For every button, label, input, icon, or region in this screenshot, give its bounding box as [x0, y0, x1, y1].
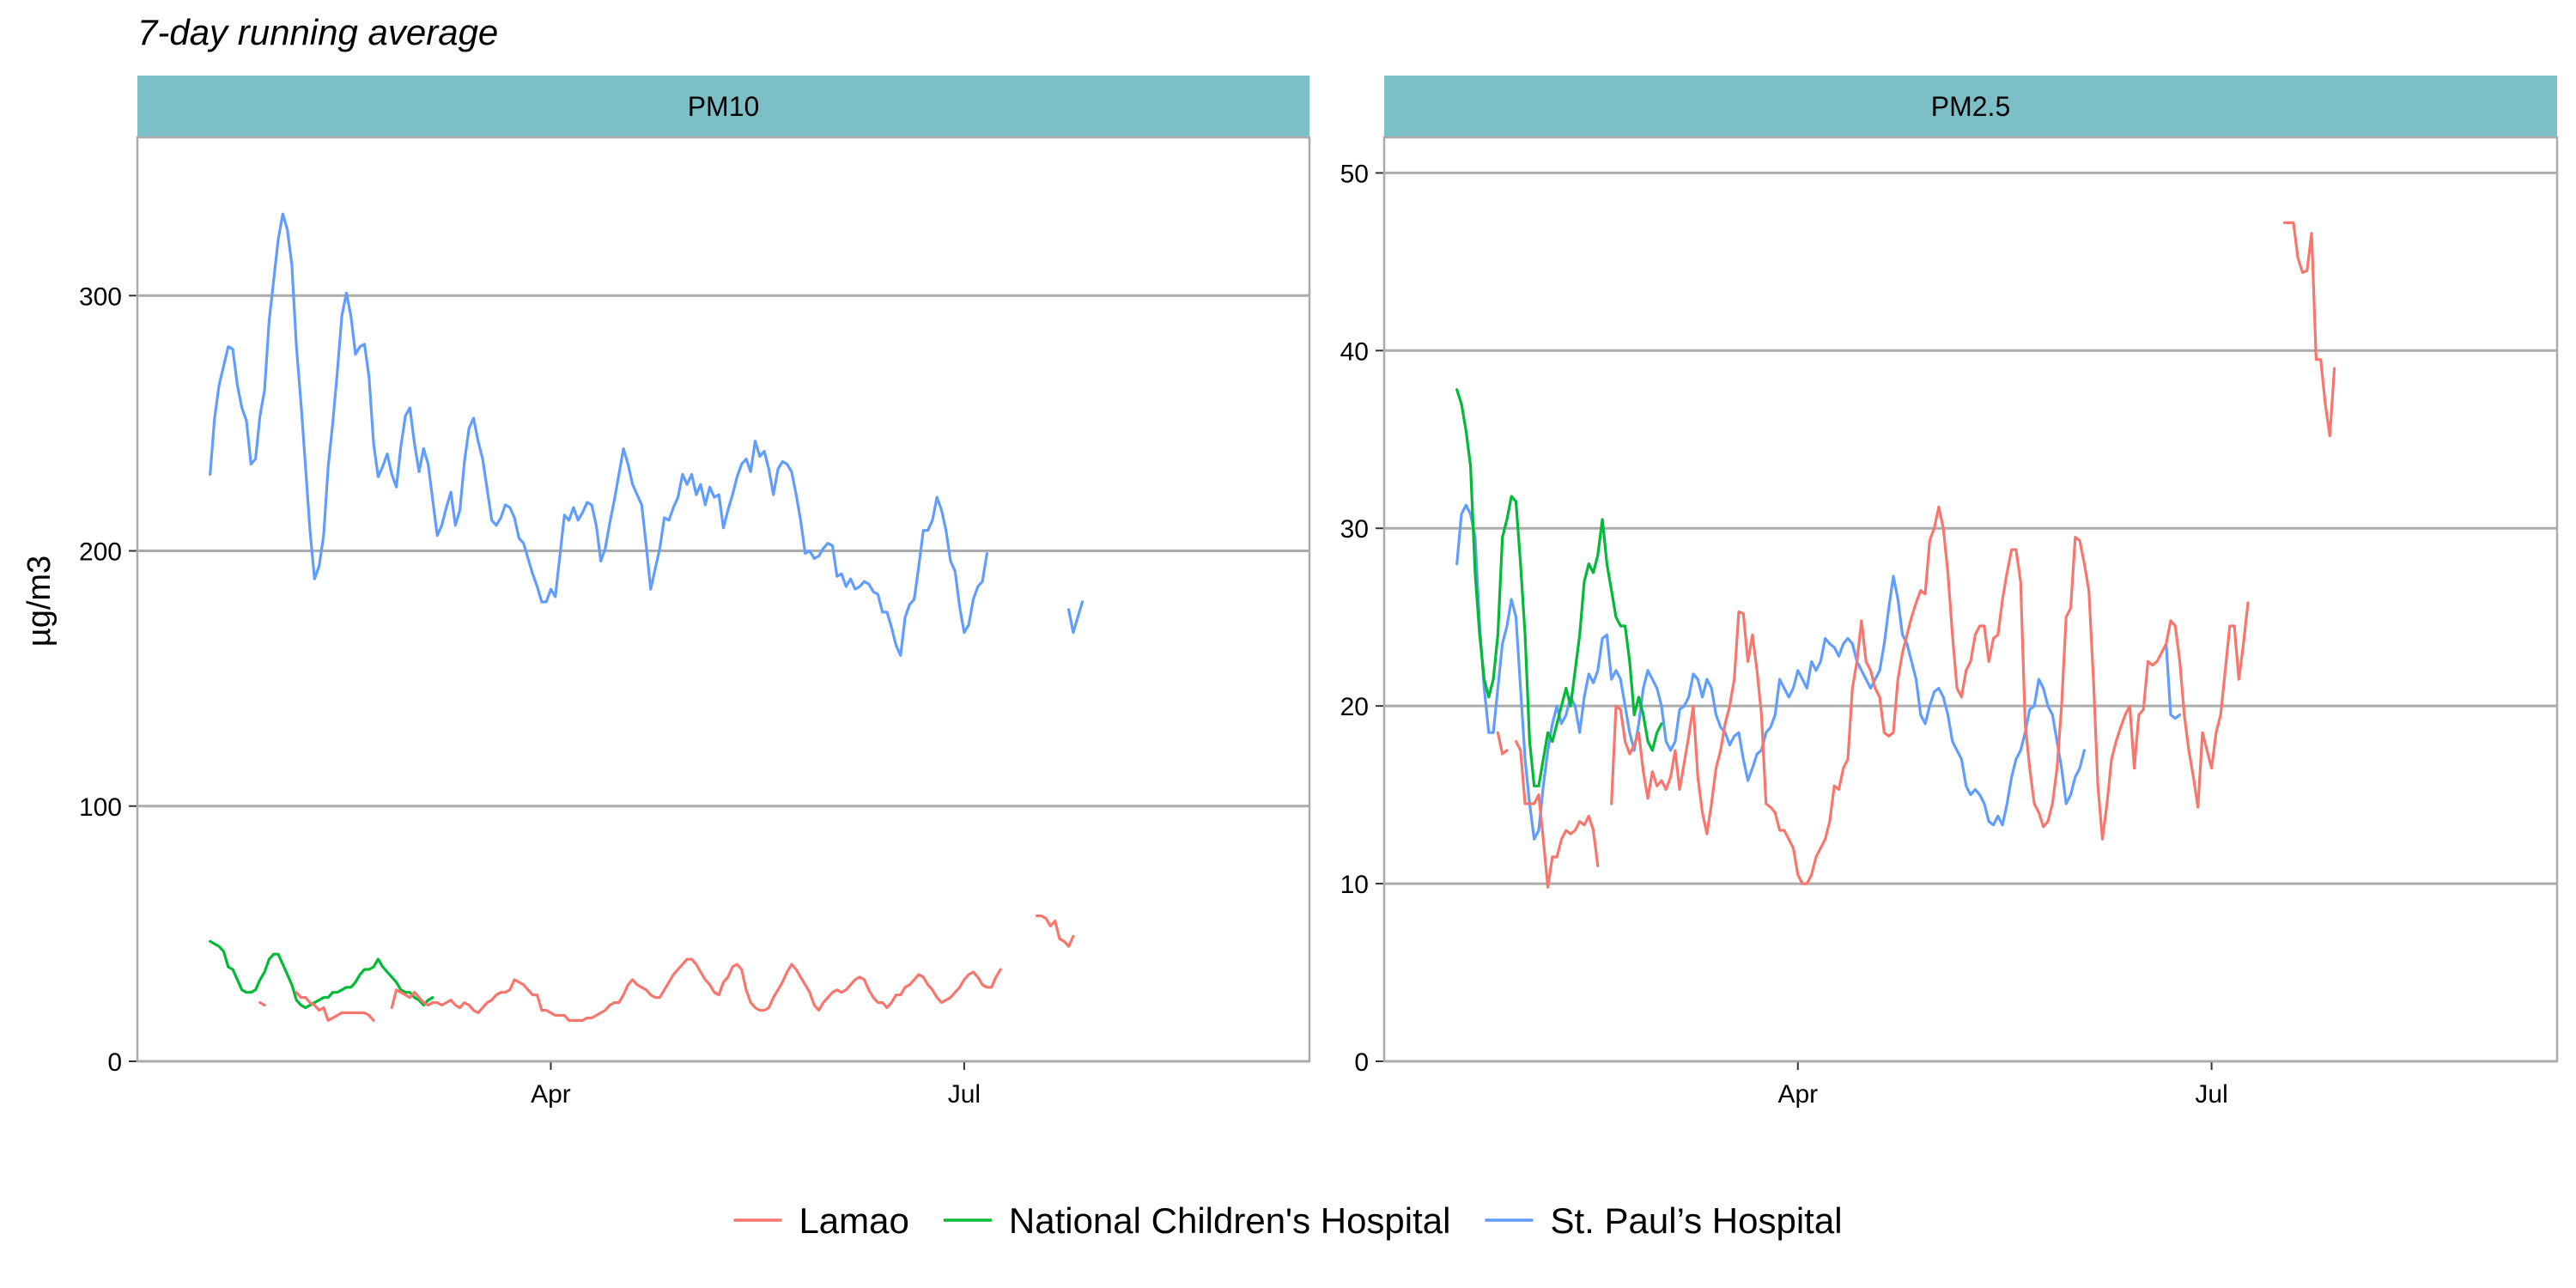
series-lamao: [1496, 221, 2336, 889]
series-line: [1455, 388, 1663, 787]
series-line: [1455, 503, 2086, 841]
legend-label: National Children's Hospital: [1009, 1200, 1451, 1241]
y-tick-label: 300: [79, 283, 122, 311]
series-line: [1036, 914, 1075, 948]
legend-item-national-children-s-hospital: National Children's Hospital: [943, 1200, 1451, 1241]
legend-item-st-paul-s-hospital: St. Paul’s Hospital: [1485, 1200, 1843, 1241]
series-line: [2282, 221, 2336, 438]
strip-label: PM10: [688, 91, 760, 122]
series-line: [1067, 600, 1084, 635]
legend-label: St. Paul’s Hospital: [1550, 1200, 1842, 1241]
y-tick-label: 100: [79, 793, 122, 822]
series-line: [2165, 642, 2182, 720]
x-tick-label: Jul: [2195, 1080, 2227, 1109]
series-national-children-s-hospital: [209, 939, 434, 1010]
panel-strip: [137, 76, 1309, 137]
series-line: [295, 991, 375, 1022]
series-line: [1610, 505, 2250, 885]
series-line: [1496, 731, 1509, 756]
series-line: [258, 1001, 266, 1007]
legend-item-lamao: Lamao: [733, 1200, 909, 1241]
panel-border: [1382, 136, 2559, 1063]
series-line: [1514, 739, 1600, 889]
panels: PM10 0 100 200 300 Apr Jul PM2.5 0 10 20 30 40 50 Apr J…: [79, 76, 2559, 1109]
x-tick-label: Apr: [531, 1080, 571, 1109]
y-axis-title: µg/m3: [21, 556, 58, 647]
plot-area: [1384, 137, 2557, 1061]
y-tick-label: 10: [1340, 871, 1369, 899]
y-tick-label: 50: [1340, 160, 1369, 188]
y-tick-label: 30: [1340, 515, 1369, 544]
y-tick-label: 0: [107, 1048, 122, 1077]
panel-pm10: PM10 0 100 200 300 Apr Jul: [79, 76, 1311, 1109]
y-tick-label: 200: [79, 538, 122, 567]
x-tick-label: Jul: [948, 1080, 981, 1109]
series-st-paul-s-hospital: [209, 212, 1084, 657]
y-tick-label: 20: [1340, 693, 1369, 721]
panel-border: [136, 136, 1311, 1063]
plot-area: [137, 137, 1309, 1061]
series-national-children-s-hospital: [1455, 388, 1663, 787]
x-tick-label: Apr: [1777, 1080, 1818, 1109]
y-tick-label: 0: [1354, 1048, 1369, 1077]
strip-label: PM2.5: [1931, 91, 2010, 122]
legend: Lamao National Children's Hospital St. Pau…: [733, 1200, 1843, 1241]
series-line: [390, 957, 1002, 1022]
chart-title: 7-day running average: [137, 12, 498, 52]
series-line: [209, 939, 434, 1010]
series-line: [209, 212, 988, 657]
series-st-paul-s-hospital: [1455, 503, 2182, 841]
panel-strip: [1384, 76, 2557, 137]
series-lamao: [258, 914, 1075, 1022]
y-tick-label: 40: [1340, 337, 1369, 366]
panel-pm25: PM2.5 0 10 20 30 40 50 Apr Jul: [1340, 76, 2559, 1109]
legend-label: Lamao: [799, 1200, 908, 1241]
